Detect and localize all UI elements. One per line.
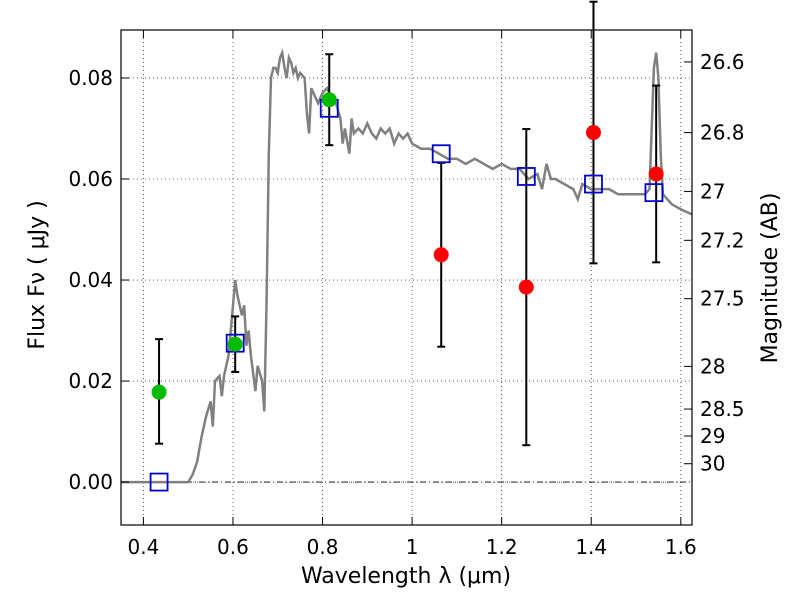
x-axis-label: Wavelength λ (μm) <box>301 564 511 589</box>
y-tick-label: 0.02 <box>68 369 113 393</box>
y-tick-label: 0.06 <box>68 167 113 191</box>
upper-limit-point <box>518 279 534 295</box>
y-axis-label: Flux Fν ( μJy ) <box>25 200 50 349</box>
upper-limit-point <box>585 125 601 141</box>
detection-points <box>151 92 337 400</box>
y2-tick-label: 26.6 <box>700 50 745 74</box>
detection-point <box>151 384 167 400</box>
y2-tick-label: 30 <box>700 452 725 476</box>
y2-tick-label: 27.5 <box>700 287 745 311</box>
x-tick-label: 1.2 <box>486 535 518 559</box>
upper-limit-points <box>433 125 664 295</box>
y2-tick-label: 28.5 <box>700 397 745 421</box>
x-tick-label: 1.4 <box>575 535 607 559</box>
y-tick-label: 0.08 <box>68 66 113 90</box>
y2-tick-label: 26.8 <box>700 121 745 145</box>
upper-limit-point <box>648 166 664 182</box>
error-bars <box>155 0 661 447</box>
detection-point <box>227 336 243 352</box>
model-points <box>149 98 664 492</box>
x-tick-label: 0.8 <box>307 535 339 559</box>
y2-tick-label: 28 <box>700 354 725 378</box>
x-tick-label: 1 <box>406 535 419 559</box>
y-tick-labels: 0.00 0.02 0.04 0.06 0.08 <box>68 66 113 494</box>
x-tick-label: 0.4 <box>127 535 159 559</box>
x-tick-labels: 0.4 0.6 0.8 1 1.2 1.4 1.6 <box>127 535 696 559</box>
x-tick-label: 1.6 <box>665 535 697 559</box>
sed-curve <box>121 48 693 484</box>
y2-tick-label: 29 <box>700 424 725 448</box>
y2-tick-labels: 26.6 26.8 27 27.2 27.5 28 28.5 29 30 <box>700 50 745 476</box>
y-tick-label: 0.00 <box>68 470 113 494</box>
model-point <box>584 174 603 194</box>
y-tick-label: 0.04 <box>68 268 113 292</box>
upper-limit-point <box>433 247 449 263</box>
grid <box>121 30 692 525</box>
plot-frame <box>120 29 693 526</box>
axis-ticks <box>121 30 692 525</box>
y2-axis-label: Magnitude (AB) <box>758 193 783 364</box>
model-point <box>516 167 536 186</box>
x-tick-label: 0.6 <box>217 535 249 559</box>
model-point <box>644 183 664 203</box>
y2-tick-label: 27.2 <box>700 228 745 252</box>
y2-tick-label: 27 <box>700 179 725 203</box>
model-point <box>149 472 169 492</box>
model-point <box>431 144 451 164</box>
detection-point <box>321 92 337 108</box>
